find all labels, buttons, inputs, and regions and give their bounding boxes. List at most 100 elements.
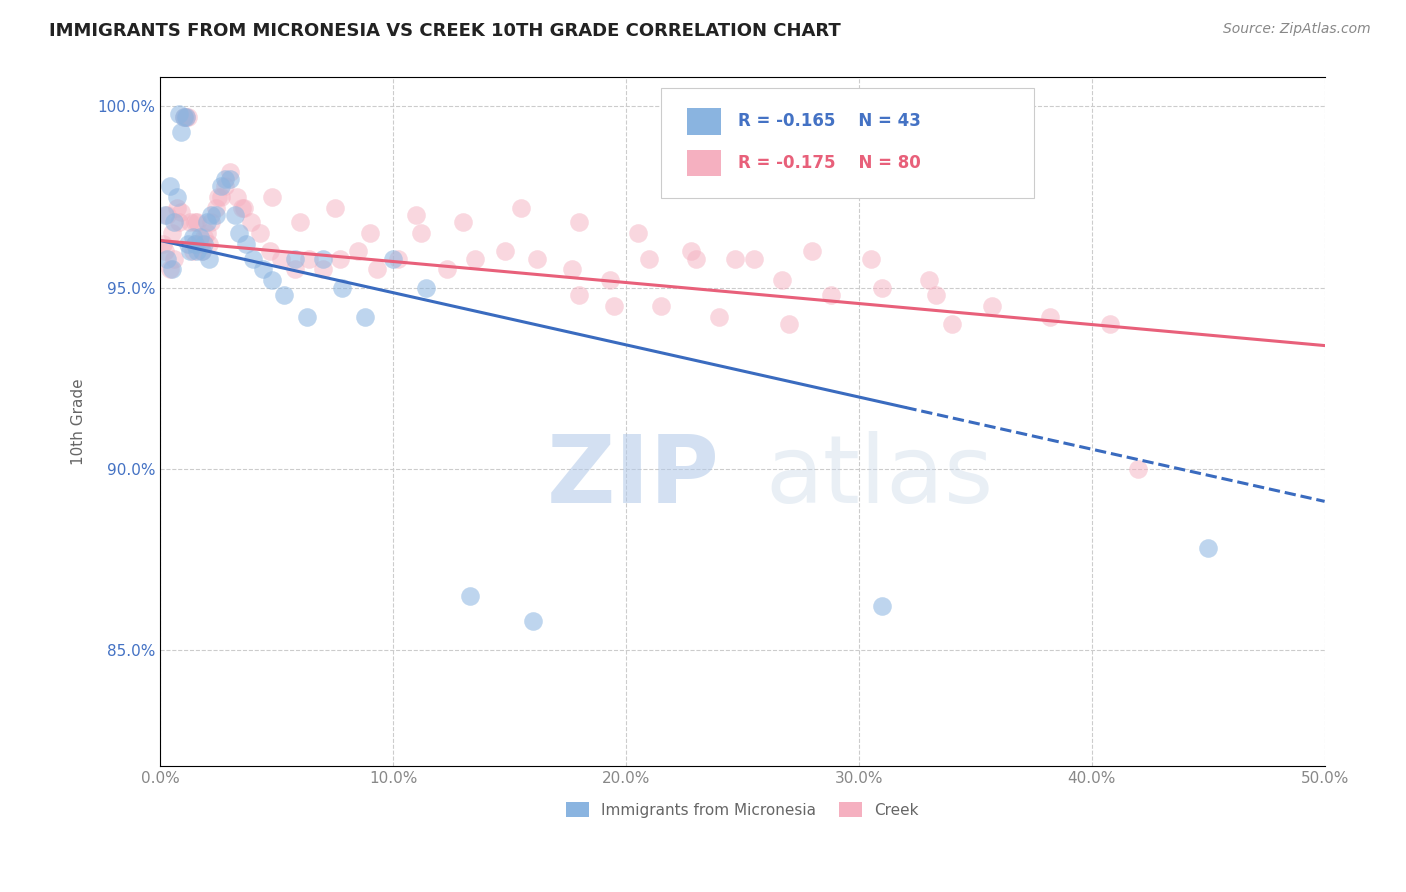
Point [436, 262, 458, 277]
Point [405, 208, 427, 222]
Point [219, 172, 242, 186]
Point [415, 280, 437, 294]
Point [328, 252, 350, 266]
Point [366, 262, 388, 277]
Point [568, 215, 591, 229]
FancyBboxPatch shape [686, 150, 721, 176]
Point [260, 273, 283, 287]
Point [742, 252, 765, 266]
Point [195, 215, 218, 229]
Point [177, 110, 200, 124]
Point [214, 172, 236, 186]
Point [359, 226, 381, 240]
Point [918, 273, 941, 287]
Point [298, 252, 321, 266]
Point [173, 110, 195, 124]
Point [156, 208, 179, 222]
Point [179, 215, 201, 229]
Text: Source: ZipAtlas.com: Source: ZipAtlas.com [1223, 22, 1371, 37]
Point [153, 208, 176, 222]
Point [260, 190, 283, 204]
Point [526, 252, 548, 266]
Point [925, 288, 948, 302]
Point [1197, 541, 1219, 556]
Point [156, 252, 179, 266]
Point [186, 215, 208, 229]
Point [273, 288, 295, 302]
Point [181, 230, 204, 244]
Point [464, 252, 486, 266]
Point [681, 244, 703, 259]
Point [870, 599, 893, 614]
Point [228, 226, 250, 240]
Point [451, 215, 474, 229]
Point [177, 237, 200, 252]
Point [167, 215, 190, 229]
Point [859, 252, 882, 266]
Point [295, 310, 318, 324]
Point [174, 110, 197, 124]
Point [259, 244, 281, 259]
Point [284, 262, 307, 277]
Point [198, 252, 221, 266]
Point [181, 244, 204, 259]
Point [200, 215, 222, 229]
Point [152, 237, 174, 252]
Point [980, 299, 1002, 313]
Point [870, 280, 893, 294]
Point [778, 317, 800, 331]
Point [160, 226, 183, 240]
Y-axis label: 10th Grade: 10th Grade [72, 378, 86, 465]
Point [1128, 462, 1150, 476]
Text: R = -0.165    N = 43: R = -0.165 N = 43 [738, 112, 921, 130]
Text: atlas: atlas [766, 431, 994, 523]
Point [270, 252, 292, 266]
Point [195, 226, 218, 240]
Point [188, 237, 211, 252]
Point [170, 125, 193, 139]
Point [163, 215, 186, 229]
Point [233, 201, 256, 215]
Point [801, 244, 824, 259]
Point [685, 252, 707, 266]
Point [522, 614, 544, 628]
Point [627, 226, 650, 240]
Point [219, 164, 242, 178]
Point [249, 226, 271, 240]
Point [510, 201, 533, 215]
Point [409, 226, 432, 240]
Point [191, 244, 214, 259]
Point [184, 237, 207, 252]
Point [166, 190, 188, 204]
Point [205, 201, 228, 215]
Point [599, 273, 621, 287]
FancyBboxPatch shape [661, 87, 1033, 198]
Point [184, 237, 207, 252]
Point [153, 244, 176, 259]
Point [330, 280, 353, 294]
Point [159, 262, 181, 277]
Point [184, 215, 207, 229]
Point [252, 262, 274, 277]
Point [494, 244, 516, 259]
Point [323, 201, 346, 215]
Point [207, 190, 229, 204]
Point [235, 237, 257, 252]
Point [724, 252, 747, 266]
Point [231, 201, 253, 215]
Point [198, 237, 221, 252]
Point [179, 244, 201, 259]
Text: R = -0.175    N = 80: R = -0.175 N = 80 [738, 153, 921, 172]
Point [458, 589, 481, 603]
Point [638, 252, 661, 266]
Point [191, 244, 214, 259]
Text: ZIP: ZIP [547, 431, 718, 523]
Point [347, 244, 370, 259]
Point [568, 288, 591, 302]
Point [193, 237, 215, 252]
Point [707, 310, 730, 324]
Point [312, 262, 335, 277]
Point [173, 110, 195, 124]
Point [941, 317, 963, 331]
Point [193, 230, 215, 244]
